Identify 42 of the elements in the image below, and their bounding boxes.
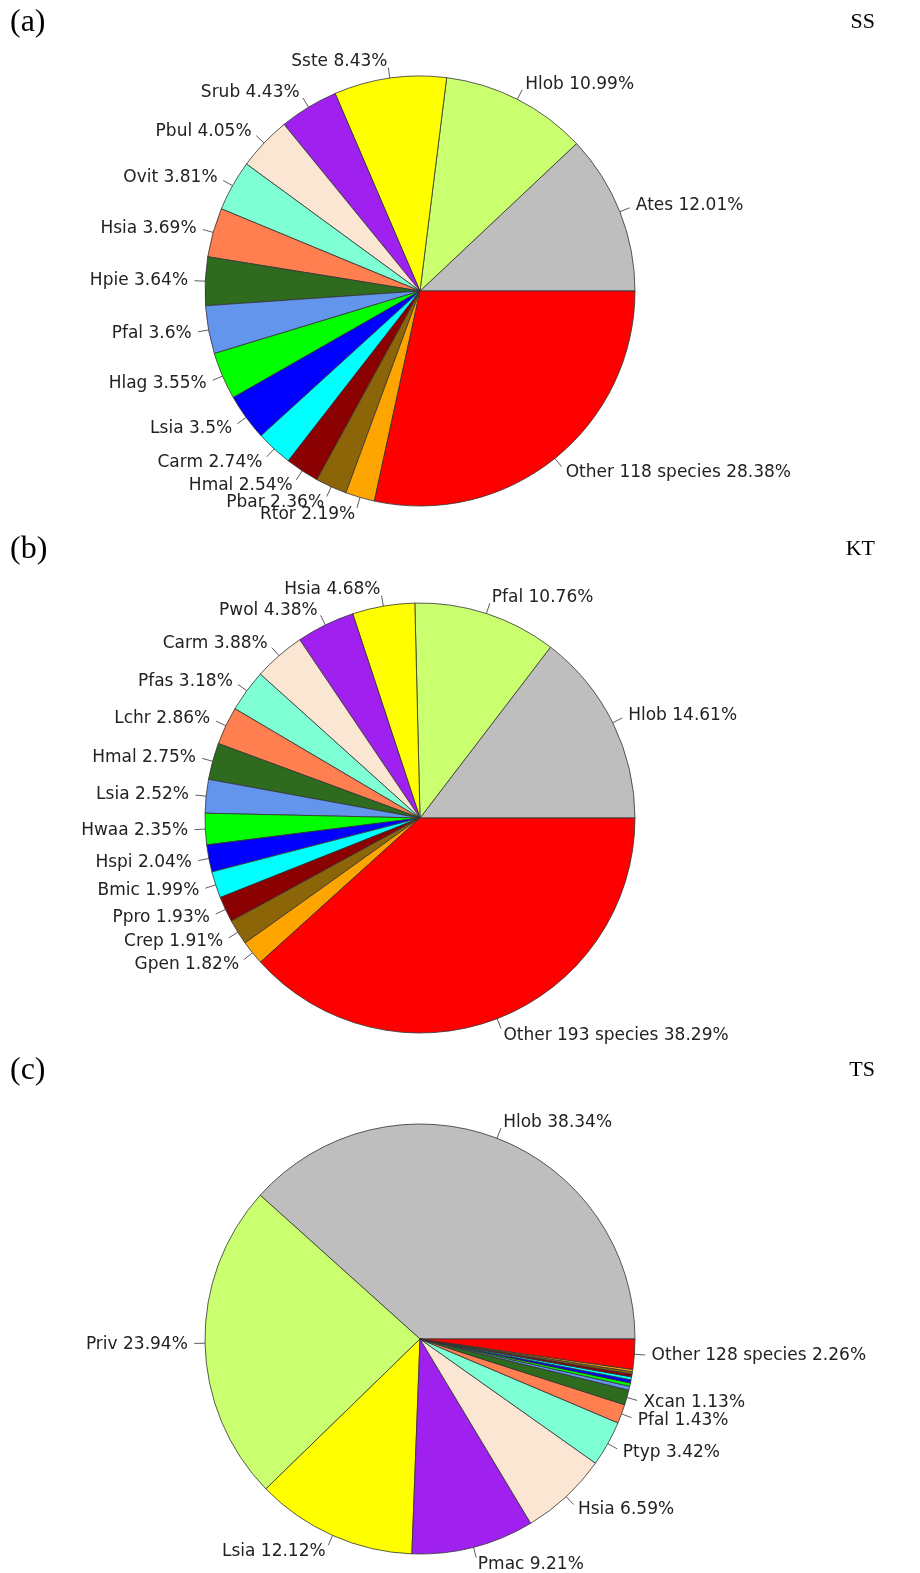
slice-label: Bmic 1.99% (97, 879, 200, 900)
text: SS (850, 8, 875, 33)
slice-label: Ptyp 3.42% (622, 1441, 721, 1462)
slice-label: Pwol 4.38% (219, 598, 318, 619)
slice-label: Pfas 3.18% (137, 669, 233, 690)
slice-label: Carm 3.88% (162, 631, 268, 652)
slice-label: Hmal 2.75% (92, 745, 197, 766)
slice-label: Hlob 14.61% (628, 704, 738, 725)
slice-label: Hwaa 2.35% (81, 818, 189, 839)
slice-label: Hpie 3.64% (89, 269, 189, 290)
slice-label: Lchr 2.86% (114, 707, 211, 728)
slice-label: Pfal 3.6% (111, 322, 192, 343)
slice-label: Hsia 6.59% (577, 1498, 675, 1519)
slice-label: Carm 2.74% (157, 450, 263, 471)
slice-label: Pfal 10.76% (491, 586, 594, 607)
slice-label: Hsia 3.69% (100, 216, 197, 237)
text: KT (845, 535, 876, 560)
slice-label: Hlob 10.99% (525, 72, 635, 93)
chart-subtitle: TS (849, 1056, 875, 1081)
slice-label: Pmac 9.21% (477, 1552, 584, 1573)
slice-label: Crep 1.91% (124, 930, 224, 951)
slice-label: Other 193 species 38.29% (503, 1023, 729, 1044)
slice-label: Pbul 4.05% (155, 120, 252, 141)
slice-label: Priv 23.94% (85, 1332, 188, 1353)
chart-title: (a) (10, 2, 46, 38)
slice-label: Hsia 4.68% (284, 578, 381, 599)
chart-title: (b) (10, 529, 48, 565)
slice-label: Ppro 1.93% (112, 905, 210, 926)
slice-label: Lsia 3.5% (150, 416, 233, 437)
chart-title: (c) (10, 1050, 46, 1086)
slice-label: Other 118 species 28.38% (565, 460, 791, 481)
slice-label: Lsia 2.52% (96, 783, 189, 804)
slice-label: Lsia 12.12% (221, 1540, 326, 1561)
slice-label: Srub 4.43% (200, 81, 300, 102)
slice-label: Hlag 3.55% (108, 371, 207, 392)
slice-label: Hspi 2.04% (95, 850, 192, 871)
slice-label: Other 128 species 2.26% (651, 1344, 867, 1365)
slice-label: Ovit 3.81% (123, 166, 218, 187)
slice-label: Ates 12.01% (635, 194, 744, 215)
slice-label: Gpen 1.82% (134, 952, 240, 973)
slice-label: Hlob 38.34% (503, 1111, 613, 1132)
slice-label: Sste 8.43% (291, 50, 388, 71)
